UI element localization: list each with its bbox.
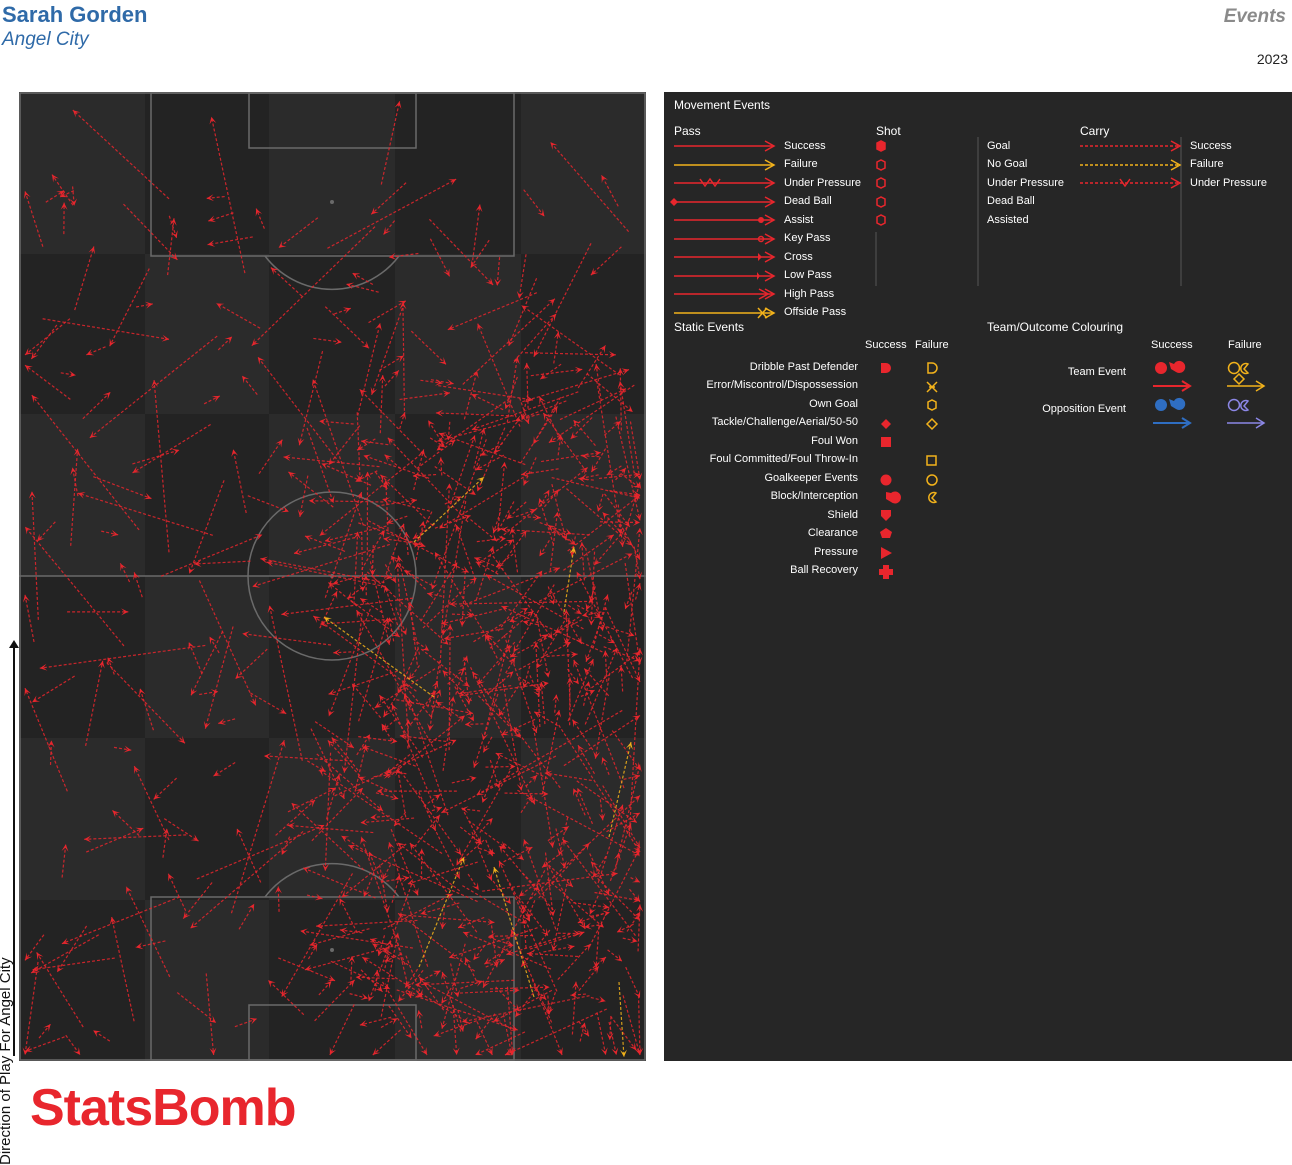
pass-item: Failure [784,158,818,170]
pass-item: Offside Pass [784,306,846,318]
static-item: Pressure [814,546,858,558]
shot-item: Under Pressure [987,177,1064,189]
static-item: Tackle/Challenge/Aerial/50-50 [712,416,858,428]
colouring-item: Opposition Event [1042,403,1126,415]
movement-events-title: Movement Events [674,98,770,112]
pass-item: Dead Ball [784,195,832,207]
season-label: 2023 [1257,51,1288,67]
team-name: Angel City [2,29,89,51]
pass-title: Pass [674,124,701,138]
pass-item: High Pass [784,288,834,300]
static-item: Block/Interception [771,490,858,502]
shot-item: Assisted [987,214,1029,226]
static-events-title: Static Events [674,320,744,334]
static-success-header: Success [865,339,907,351]
legend-graphics [664,92,1292,1061]
pass-item: Assist [784,214,813,226]
pitch-map [19,92,646,1061]
static-item: Shield [827,509,858,521]
section-title: Events [1224,6,1286,28]
shot-item: No Goal [987,158,1027,170]
colouring-item: Team Event [1068,366,1126,378]
legend-panel: Movement Events Pass Shot Carry Success … [664,92,1292,1061]
pass-item: Success [784,140,826,152]
carry-item: Success [1190,140,1232,152]
static-item: Foul Won [811,435,858,447]
penalty-spot-top [330,200,334,204]
static-item: Foul Committed/Foul Throw-In [710,453,858,465]
shot-item: Dead Ball [987,195,1035,207]
statsbomb-logo: StatsBomb [30,1078,295,1138]
carry-item: Failure [1190,158,1224,170]
static-item: Error/Miscontrol/Dispossession [706,379,858,391]
static-item: Ball Recovery [790,564,858,576]
pass-item: Cross [784,251,813,263]
static-item: Dribble Past Defender [750,361,858,373]
carry-title: Carry [1080,124,1109,138]
colouring-title: Team/Outcome Colouring [987,320,1123,334]
colouring-failure-header: Failure [1228,339,1262,351]
shot-title: Shot [876,124,901,138]
pass-item: Under Pressure [784,177,861,189]
shot-item: Goal [987,140,1010,152]
static-item: Clearance [808,527,858,539]
penalty-spot-bottom [330,948,334,952]
colouring-success-header: Success [1151,339,1193,351]
pass-item: Key Pass [784,232,830,244]
static-item: Goalkeeper Events [764,472,858,484]
player-name: Sarah Gorden [2,2,147,28]
carry-item: Under Pressure [1190,177,1267,189]
direction-arrow-icon [13,646,15,1056]
static-failure-header: Failure [915,339,949,351]
pass-item: Low Pass [784,269,832,281]
static-item: Own Goal [809,398,858,410]
